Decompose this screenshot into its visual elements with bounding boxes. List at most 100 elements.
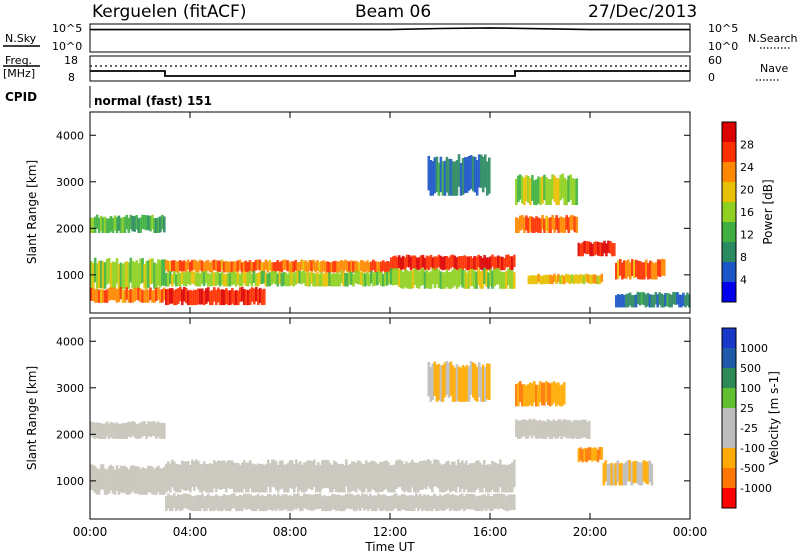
- heat-cell: [587, 447, 590, 461]
- heat-cell: [571, 215, 575, 230]
- heat-cell: [149, 258, 152, 285]
- heat-cell: [486, 363, 489, 400]
- heat-cell: [177, 464, 180, 493]
- heat-cell: [241, 462, 244, 493]
- heat-cell: [403, 464, 406, 493]
- heat-cell: [167, 493, 170, 509]
- heat-cell: [405, 495, 408, 512]
- heat-cell: [517, 175, 520, 202]
- heat-cell: [576, 275, 580, 285]
- heat-cell: [177, 288, 180, 304]
- heat-cell: [373, 495, 376, 512]
- heat-cell: [394, 255, 397, 269]
- heat-cell: [334, 260, 337, 273]
- heat-cell: [517, 383, 520, 407]
- heat-cell: [447, 272, 451, 289]
- heat-cell: [566, 420, 569, 439]
- heat-cell: [145, 261, 148, 289]
- heat-cell: [199, 495, 202, 512]
- heat-cell: [246, 262, 250, 273]
- heat-cell: [519, 174, 522, 200]
- heat-cell: [489, 464, 492, 493]
- heat-cell: [201, 493, 204, 509]
- heat-cell: [302, 270, 305, 284]
- heat-cell: [367, 496, 370, 512]
- heat-cell: [419, 461, 422, 490]
- heat-cell: [145, 288, 148, 303]
- heat-cell: [332, 273, 335, 287]
- heat-cell: [394, 268, 397, 285]
- heat-cell: [182, 260, 186, 272]
- heat-cell: [103, 262, 107, 289]
- heat-cell: [563, 275, 566, 285]
- heat-cell: [364, 262, 367, 273]
- heat-cell: [300, 271, 303, 285]
- heat-cell: [159, 422, 162, 439]
- heat-cell: [505, 465, 508, 493]
- heat-cell: [181, 460, 184, 489]
- colorbar-swatch: [722, 222, 736, 242]
- heat-cell: [661, 258, 664, 276]
- heat-cell: [101, 261, 105, 289]
- heat-cell: [163, 259, 166, 286]
- heat-cell: [295, 494, 298, 510]
- heat-cell: [469, 256, 472, 270]
- heat-cell: [525, 175, 528, 201]
- heat-cell: [600, 273, 604, 282]
- heat-cell: [562, 419, 565, 437]
- heat-cell: [555, 215, 558, 230]
- heat-cell: [445, 269, 449, 287]
- heat-cell: [469, 463, 472, 493]
- heat-cell: [115, 289, 119, 303]
- colorbar-swatch: [722, 428, 736, 448]
- heat-cell: [586, 421, 589, 439]
- heat-cell: [591, 448, 594, 462]
- heat-cell: [395, 460, 398, 489]
- heat-cell: [674, 292, 677, 305]
- heat-cell: [539, 381, 542, 403]
- heat-cell: [527, 176, 530, 203]
- heat-cell: [451, 269, 455, 288]
- colorbar-tick-label: 1000: [740, 342, 768, 355]
- heat-cell: [509, 270, 512, 289]
- heat-cell: [513, 459, 516, 488]
- heat-cell: [117, 423, 121, 439]
- heat-cell: [287, 495, 290, 512]
- heat-cell: [239, 287, 242, 303]
- heat-cell: [644, 294, 648, 308]
- heat-cell: [231, 460, 234, 489]
- heat-cell: [261, 463, 264, 493]
- heat-cell: [493, 269, 496, 287]
- heat-cell: [425, 460, 428, 490]
- heat-cell: [477, 495, 480, 511]
- heat-cell: [165, 273, 168, 287]
- heat-cell: [321, 460, 324, 489]
- colorbar-swatch: [722, 448, 736, 468]
- heat-cell: [487, 464, 490, 493]
- heat-cell: [127, 469, 131, 495]
- heat-cell: [646, 461, 650, 485]
- heat-cell: [248, 271, 252, 284]
- heat-cell: [486, 161, 489, 196]
- colorbar-tick-label: 24: [740, 161, 754, 174]
- heat-cell: [405, 461, 408, 491]
- heat-cell: [547, 382, 550, 406]
- heat-cell: [224, 274, 228, 287]
- heat-cell: [487, 493, 490, 509]
- heat-cell: [251, 463, 254, 493]
- heat-cell: [141, 258, 144, 283]
- heat-cell: [415, 257, 419, 271]
- heat-cell: [212, 259, 216, 271]
- heat-cell: [306, 272, 309, 287]
- heat-cell: [349, 493, 352, 509]
- heat-cell: [347, 493, 350, 509]
- heat-cell: [624, 294, 628, 308]
- heat-cell: [267, 459, 270, 487]
- heat-cell: [471, 268, 474, 287]
- heat-cell: [119, 287, 123, 300]
- heat-cell: [193, 289, 196, 306]
- heat-cell: [105, 218, 109, 233]
- heat-cell: [513, 254, 516, 268]
- heat-cell: [284, 259, 288, 270]
- heat-cell: [567, 217, 570, 233]
